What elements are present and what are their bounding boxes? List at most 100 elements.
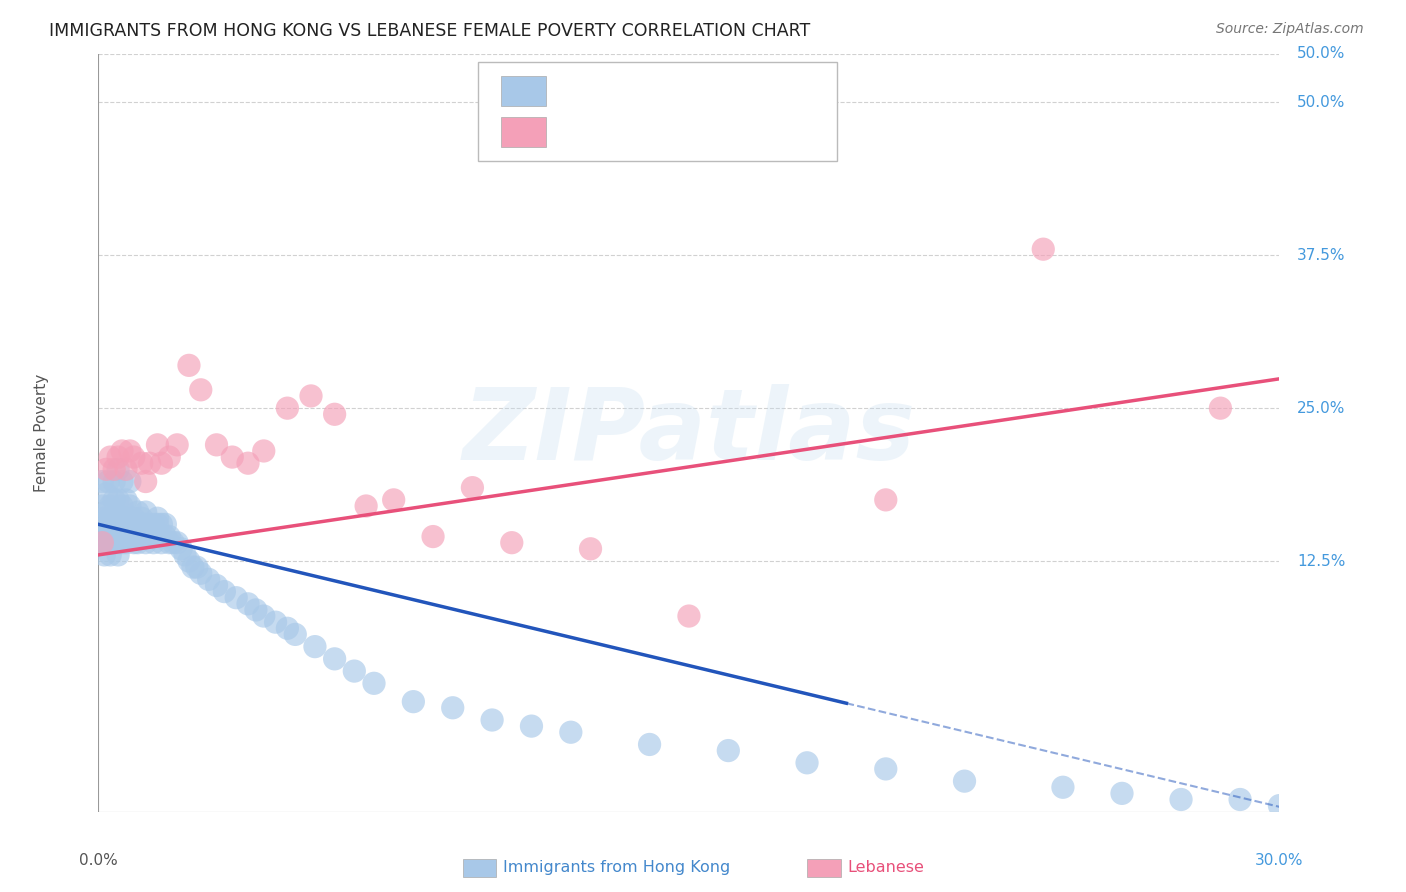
Point <box>135 505 157 519</box>
Point <box>177 359 200 373</box>
Point <box>150 535 173 549</box>
Point <box>276 401 298 416</box>
Text: 35: 35 <box>727 123 749 141</box>
Text: 12.5%: 12.5% <box>1298 554 1346 568</box>
Point <box>115 462 138 476</box>
Point <box>93 511 115 525</box>
Point <box>97 517 120 532</box>
Point <box>422 530 444 544</box>
Text: Immigrants from Hong Kong: Immigrants from Hong Kong <box>503 860 731 874</box>
Point <box>354 499 377 513</box>
Point <box>93 548 115 562</box>
Point <box>91 475 114 489</box>
Point <box>284 627 307 641</box>
Point <box>118 499 141 513</box>
Point <box>118 530 141 544</box>
Text: 0.0%: 0.0% <box>79 854 118 869</box>
Text: 0.423: 0.423 <box>600 123 652 141</box>
Point <box>118 517 141 532</box>
Point <box>122 450 145 464</box>
Point <box>96 487 118 501</box>
Point <box>96 530 118 544</box>
Point <box>520 719 543 733</box>
Text: -0.289: -0.289 <box>600 82 658 100</box>
Point <box>118 475 141 489</box>
Point <box>122 535 145 549</box>
Point <box>103 517 125 532</box>
Point <box>107 517 129 532</box>
Point <box>107 511 129 525</box>
Point <box>115 511 138 525</box>
Point <box>91 535 114 549</box>
Point <box>107 548 129 562</box>
Point <box>96 535 118 549</box>
Point <box>253 609 276 624</box>
Text: 25.0%: 25.0% <box>1298 401 1346 416</box>
Text: R =: R = <box>555 123 600 141</box>
Text: Source: ZipAtlas.com: Source: ZipAtlas.com <box>1216 22 1364 37</box>
Point <box>638 738 661 752</box>
Point <box>382 492 405 507</box>
Text: N =: N = <box>682 82 721 100</box>
Point <box>111 535 134 549</box>
Point <box>98 524 121 538</box>
Point <box>111 444 134 458</box>
Point <box>441 700 464 714</box>
Point <box>107 492 129 507</box>
Point <box>127 530 149 544</box>
Point <box>103 475 125 489</box>
Point <box>98 450 121 464</box>
Point <box>103 535 125 549</box>
Point <box>560 725 582 739</box>
Point <box>170 541 193 556</box>
Point <box>166 438 188 452</box>
Point <box>155 517 177 532</box>
Text: 50.0%: 50.0% <box>1298 95 1346 110</box>
Point <box>122 511 145 525</box>
Point <box>146 530 169 544</box>
Point <box>98 548 121 562</box>
Point <box>111 530 134 544</box>
Point <box>138 524 160 538</box>
Point <box>276 621 298 635</box>
Text: 105: 105 <box>727 82 761 100</box>
Text: N =: N = <box>682 123 728 141</box>
Point <box>142 535 165 549</box>
Point <box>131 517 153 532</box>
Point <box>115 517 138 532</box>
Point <box>402 695 425 709</box>
Point <box>253 444 276 458</box>
Point <box>205 438 228 452</box>
Point <box>150 456 173 470</box>
Point <box>299 389 322 403</box>
Point <box>146 517 169 532</box>
Point <box>1032 242 1054 256</box>
Point <box>103 530 125 544</box>
Point <box>796 756 818 770</box>
Point <box>264 615 287 630</box>
Point <box>155 530 177 544</box>
Point <box>150 517 173 532</box>
Point <box>1052 780 1074 795</box>
Point <box>343 664 366 678</box>
Point <box>190 383 212 397</box>
Text: Female Poverty: Female Poverty <box>34 374 49 491</box>
Point <box>131 530 153 544</box>
Point <box>245 603 267 617</box>
Point <box>461 481 484 495</box>
Point <box>146 438 169 452</box>
Point <box>236 597 259 611</box>
Point <box>118 444 141 458</box>
Point <box>131 456 153 470</box>
Point <box>304 640 326 654</box>
Point <box>174 548 197 562</box>
Point <box>127 517 149 532</box>
Point <box>678 609 700 624</box>
Point <box>875 762 897 776</box>
Point <box>96 462 118 476</box>
Point <box>89 517 111 532</box>
Text: Lebanese: Lebanese <box>848 860 925 874</box>
Point <box>135 517 157 532</box>
Point <box>157 535 180 549</box>
Point <box>127 535 149 549</box>
